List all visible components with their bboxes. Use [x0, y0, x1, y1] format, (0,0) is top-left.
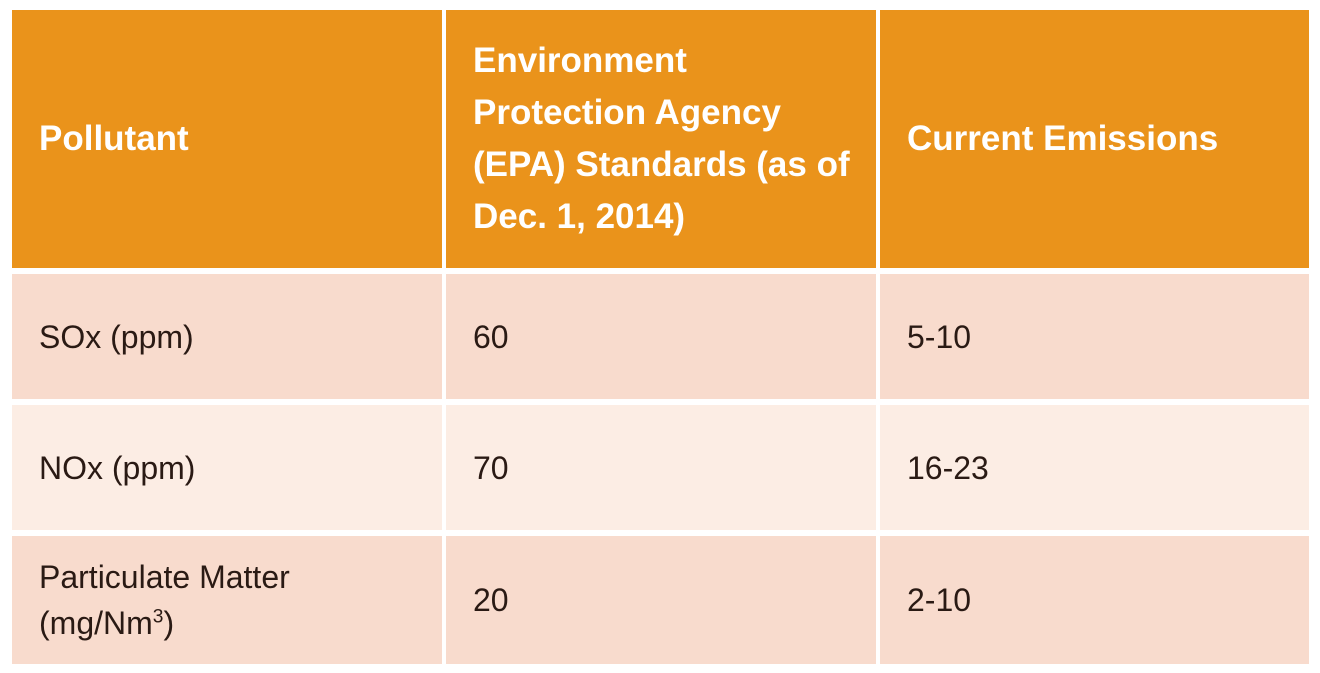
header-current-emissions: Current Emissions [880, 10, 1309, 268]
emissions-table: Pollutant Environment Protection Agency … [8, 4, 1313, 670]
cell-pollutant: Particulate Matter (mg/Nm3) [12, 536, 442, 664]
cell-epa-standard: 70 [446, 405, 876, 530]
cell-current-emissions: 5-10 [880, 274, 1309, 399]
pollutant-suffix: ) [163, 605, 175, 641]
table-row: SOx (ppm) 60 5-10 [12, 274, 1309, 399]
table-row: NOx (ppm) 70 16-23 [12, 405, 1309, 530]
cell-epa-standard: 60 [446, 274, 876, 399]
cell-current-emissions: 16-23 [880, 405, 1309, 530]
cell-pollutant: SOx (ppm) [12, 274, 442, 399]
emissions-table-container: Pollutant Environment Protection Agency … [12, 10, 1309, 664]
pollutant-text: Particulate Matter (mg/Nm [39, 559, 290, 641]
cell-epa-standard: 20 [446, 536, 876, 664]
table-header-row: Pollutant Environment Protection Agency … [12, 10, 1309, 268]
superscript-three: 3 [152, 606, 164, 628]
cell-current-emissions: 2-10 [880, 536, 1309, 664]
cell-pollutant: NOx (ppm) [12, 405, 442, 530]
table-row: Particulate Matter (mg/Nm3) 20 2-10 [12, 536, 1309, 664]
header-epa-standards: Environment Protection Agency (EPA) Stan… [446, 10, 876, 268]
header-pollutant: Pollutant [12, 10, 442, 268]
